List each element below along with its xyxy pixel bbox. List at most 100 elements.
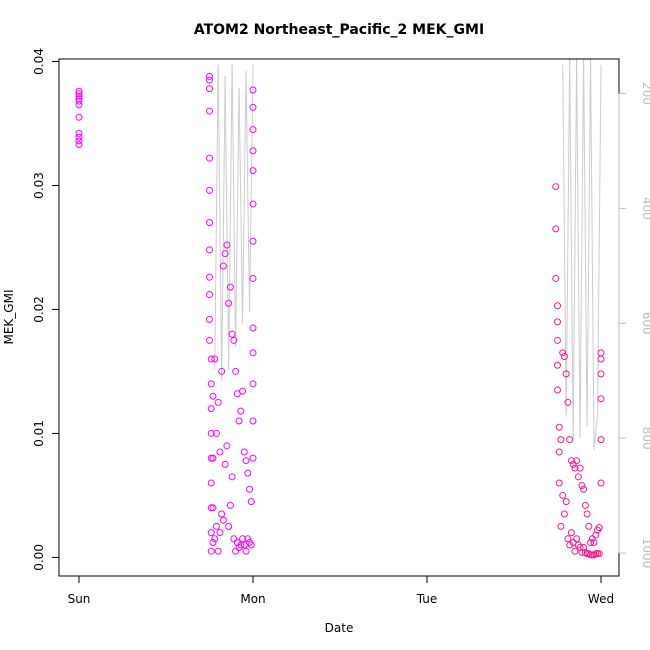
data-point <box>206 315 213 323</box>
data-point <box>218 367 226 375</box>
y-axis-label: MEK_GMI <box>2 290 16 345</box>
data-point <box>207 479 215 487</box>
pressure-segment <box>597 64 602 416</box>
data-point <box>564 398 572 406</box>
data-point <box>216 448 224 456</box>
y-right-tick-label: 400 <box>640 197 650 220</box>
data-point <box>560 510 568 518</box>
data-point <box>212 522 220 530</box>
data-point <box>249 417 257 425</box>
data-point <box>247 498 255 506</box>
data-point <box>206 336 213 344</box>
data-point <box>249 126 257 134</box>
data-point <box>221 250 229 258</box>
data-point <box>242 457 250 465</box>
x-axis: Sun Mon Tue Wed <box>68 575 614 606</box>
x-tick-label: Tue <box>416 592 438 606</box>
pressure-segment <box>572 58 578 439</box>
data-point <box>249 380 257 388</box>
data-point <box>578 481 586 489</box>
data-point <box>580 543 588 551</box>
data-point <box>595 550 603 558</box>
data-point <box>209 504 217 512</box>
data-point <box>249 237 257 245</box>
data-point <box>587 539 595 547</box>
data-point <box>207 380 215 388</box>
data-point <box>597 436 605 444</box>
x-tick-label: Sun <box>68 592 91 606</box>
data-point <box>218 510 226 518</box>
data-point <box>206 72 213 80</box>
data-point <box>244 469 252 477</box>
data-point <box>230 535 238 543</box>
data-point <box>244 535 252 543</box>
data-point <box>75 97 83 105</box>
data-point <box>206 219 213 227</box>
data-point <box>237 407 245 415</box>
data-point <box>562 498 570 506</box>
data-point <box>567 529 575 537</box>
pressure-segment <box>583 58 588 427</box>
data-point <box>583 510 591 518</box>
data-point <box>212 429 220 437</box>
data-point <box>219 516 227 524</box>
data-point <box>578 548 586 556</box>
data-point <box>206 154 213 162</box>
data-point <box>209 392 217 400</box>
data-points <box>75 72 605 559</box>
y-right-tick-label: 800 <box>640 427 650 450</box>
data-point <box>240 448 248 456</box>
pressure-segment <box>224 76 230 370</box>
y-axis: 0.00 0.01 0.02 0.03 0.04 <box>32 48 60 571</box>
pressure-segment <box>562 64 567 416</box>
data-point <box>206 85 213 93</box>
data-point <box>555 423 563 431</box>
data-point <box>581 501 589 509</box>
data-point <box>239 387 247 395</box>
pressure-segment <box>579 58 585 439</box>
data-point <box>590 551 598 559</box>
data-point <box>576 464 584 472</box>
chart-title: ATOM2 Northeast_Pacific_2 MEK_GMI <box>194 22 484 38</box>
data-point <box>574 473 582 481</box>
data-point <box>214 547 222 555</box>
data-point <box>562 370 570 378</box>
data-point <box>226 501 234 509</box>
data-point <box>573 457 581 465</box>
pressure-segment <box>228 64 233 370</box>
data-point <box>571 547 579 555</box>
y-right-tick-label: 600 <box>640 312 650 335</box>
data-point <box>206 291 213 299</box>
data-point <box>75 133 83 141</box>
data-point <box>567 457 575 465</box>
pressure-segment <box>569 58 574 439</box>
data-point <box>228 473 236 481</box>
data-point <box>249 200 257 208</box>
data-point <box>580 485 588 493</box>
y-tick-label: 0.01 <box>32 420 46 447</box>
data-point <box>247 541 255 549</box>
pressure-segment <box>565 58 571 416</box>
data-point <box>207 405 215 413</box>
x-axis-label: Date <box>325 621 354 635</box>
pressure-segment <box>590 58 595 450</box>
data-point <box>211 535 219 543</box>
data-point <box>249 349 257 357</box>
pressure-segment <box>235 87 240 347</box>
data-point <box>555 448 563 456</box>
data-point <box>585 522 593 530</box>
data-point <box>223 442 231 450</box>
data-point <box>232 547 240 555</box>
data-point <box>75 90 83 98</box>
data-point <box>597 349 605 357</box>
data-point <box>206 246 213 254</box>
data-point <box>249 274 257 282</box>
data-point <box>207 529 215 537</box>
data-point <box>566 436 574 444</box>
data-point <box>552 183 560 191</box>
data-point <box>237 541 245 549</box>
data-point <box>597 370 605 378</box>
data-point <box>249 86 257 94</box>
data-point <box>249 324 257 332</box>
